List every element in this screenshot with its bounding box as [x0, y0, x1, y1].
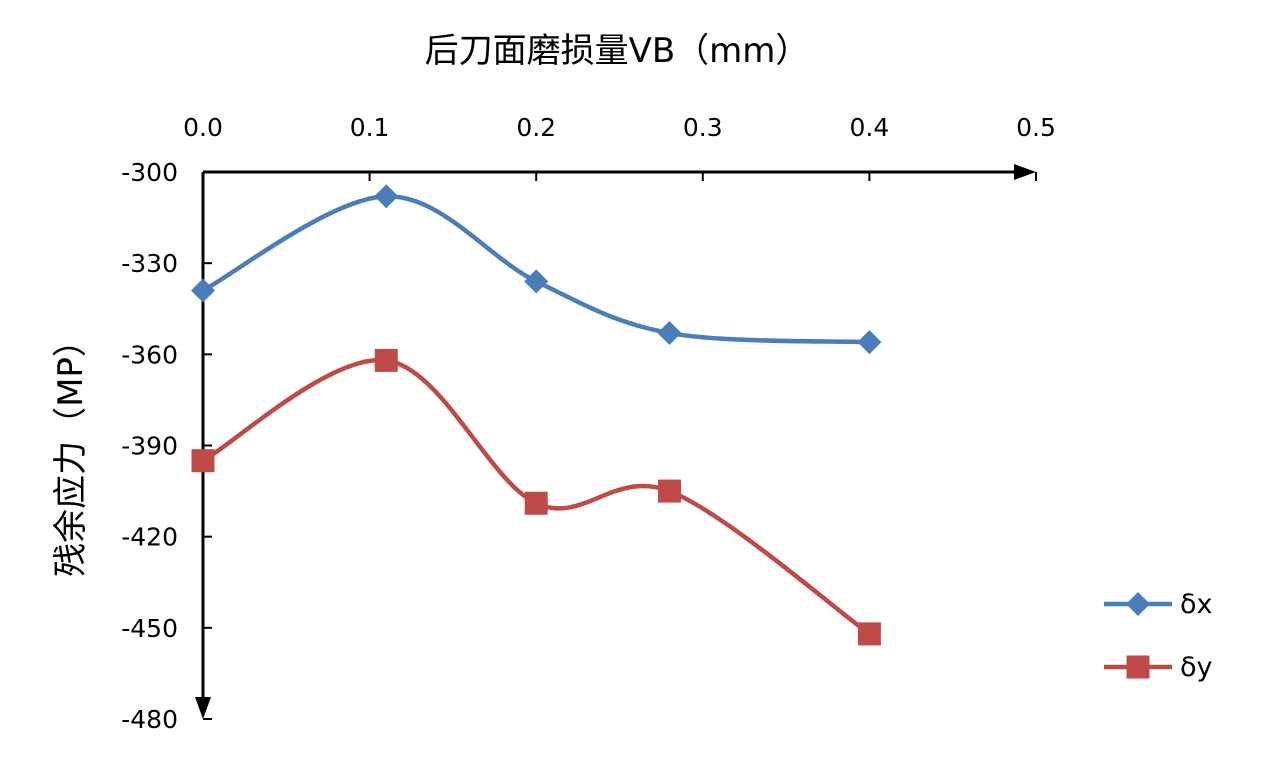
x-tick-label: 0.4: [850, 113, 890, 142]
y-tick-label: -330: [121, 249, 178, 278]
y-tick-label: -480: [121, 705, 178, 734]
x-axis-arrow: [1014, 164, 1036, 180]
x-tick-label: 0.2: [516, 113, 556, 142]
y-tick-label: -420: [121, 523, 178, 552]
x-axis-title: 后刀面磨损量VB（mm）: [425, 31, 810, 71]
y-tick-label: -300: [121, 158, 178, 187]
series-line-1: [201, 194, 870, 345]
x-tick-label: 0.1: [350, 113, 390, 142]
data-point-2: [657, 479, 681, 503]
data-point-1: [191, 278, 215, 303]
data-point-2: [857, 622, 881, 646]
y-axis-title: 残余应力（MP）: [51, 323, 91, 577]
y-tick-label: -360: [121, 340, 178, 369]
y-tick-label: -450: [121, 614, 178, 643]
legend-label-2: δy: [1180, 652, 1213, 683]
data-point-1: [657, 321, 682, 346]
y-tick-label: -390: [121, 432, 178, 461]
y-axis-arrow: [195, 697, 211, 719]
legend-label-1: δx: [1180, 589, 1213, 620]
x-tick-label: 0.5: [1016, 113, 1056, 142]
x-tick-label: 0.0: [183, 113, 223, 142]
legend-marker-1: [1126, 592, 1150, 616]
data-point-2: [374, 348, 398, 372]
legend-marker-2: [1126, 655, 1150, 679]
data-point-1: [524, 269, 549, 294]
data-point-2: [191, 449, 215, 473]
x-tick-label: 0.3: [683, 113, 723, 142]
data-point-2: [524, 491, 548, 515]
data-point-1: [374, 184, 399, 209]
data-point-1: [857, 330, 882, 355]
